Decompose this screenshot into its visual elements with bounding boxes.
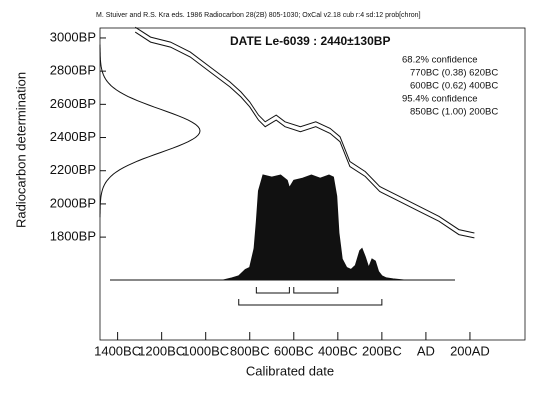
chart-title: DATE Le-6039 : 2440±130BP: [230, 34, 390, 48]
x-tick-label: 800BC: [230, 343, 270, 358]
x-tick-label: 200BC: [362, 343, 402, 358]
y-tick-label: 2200BP: [50, 162, 96, 177]
y-tick-label: 2000BP: [50, 195, 96, 210]
x-tick-label: AD: [417, 343, 435, 358]
plot-frame: [99, 27, 526, 341]
y-tick-label: 2400BP: [50, 129, 96, 144]
range-bracket: [293, 287, 339, 294]
range-label: 68.2% confidence: [402, 55, 478, 66]
x-tick-label: 1000BC: [182, 343, 229, 358]
y-tick-label: 2800BP: [50, 63, 96, 78]
x-tick-label: 400BC: [318, 343, 358, 358]
range-text: 600BC (0.62) 400BC: [410, 81, 498, 92]
y-tick-label: 1800BP: [50, 229, 96, 244]
x-tick-label: 200AD: [450, 343, 490, 358]
calibration-curve: [134, 26, 475, 234]
y-tick-label: 3000BP: [50, 29, 96, 44]
measurement-curve: [99, 44, 201, 218]
range-text: 770BC (0.38) 620BC: [410, 68, 498, 79]
x-tick-label: 600BC: [274, 343, 314, 358]
range-label: 95.4% confidence: [402, 94, 478, 105]
reference: M. Stuiver and R.S. Kra eds. 1986 Radioc…: [96, 12, 421, 19]
range-bracket: [238, 299, 383, 306]
calibration-curve: [134, 31, 475, 239]
x-tick-label: 1200BC: [138, 343, 185, 358]
range-bracket: [255, 287, 290, 294]
y-tick-label: 2600BP: [50, 96, 96, 111]
x-tick-label: 1400BC: [94, 343, 141, 358]
probability-distribution: [223, 174, 404, 281]
x-axis-title: Calibrated date: [246, 363, 334, 378]
y-axis-title: Radiocarbon determination: [13, 72, 28, 228]
range-text: 850BC (1.00) 200BC: [410, 107, 498, 118]
